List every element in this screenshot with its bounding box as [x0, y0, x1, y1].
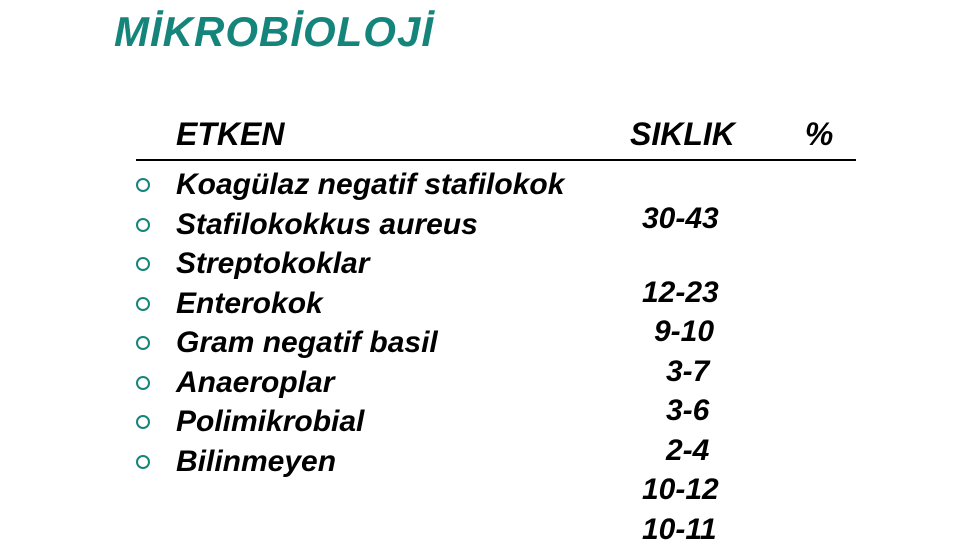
- value-cell: 2-4: [630, 432, 890, 470]
- bullet-icon: [136, 415, 150, 429]
- value-cell: 3-7: [630, 353, 890, 391]
- left-column: ETKEN Koagülaz negatif stafilokok Stafil…: [136, 116, 636, 480]
- right-header-percent: %: [805, 116, 833, 153]
- item-label: Bilinmeyen: [176, 443, 336, 481]
- bullet-icon: [136, 336, 150, 350]
- right-header-row: SIKLIK %: [630, 116, 890, 160]
- bullet-icon: [136, 376, 150, 390]
- list-item: Streptokoklar: [136, 245, 636, 283]
- list-item: Koagülaz negatif stafilokok: [136, 166, 636, 204]
- value-cell: 3-6: [630, 392, 890, 430]
- value-cell: 12-23: [630, 274, 890, 312]
- bullet-icon: [136, 257, 150, 271]
- right-header-label: SIKLIK: [630, 116, 735, 153]
- value-cell: 9-10: [630, 313, 890, 351]
- item-label: Anaeroplar: [176, 364, 334, 402]
- bullet-icon: [136, 178, 150, 192]
- value-cell: 10-12: [630, 471, 890, 509]
- item-label: Stafilokokkus aureus: [176, 206, 478, 244]
- slide: MİKROBİOLOJİ ETKEN Koagülaz negatif staf…: [0, 0, 959, 556]
- item-label: Streptokoklar: [176, 245, 369, 283]
- value-cell: 30-43: [630, 200, 890, 238]
- left-header: ETKEN: [136, 116, 284, 153]
- left-header-row: ETKEN: [136, 116, 636, 160]
- right-column: SIKLIK % 30-43 12-23 9-10 3-7 3-6 2-4 10…: [606, 116, 890, 548]
- bullet-icon: [136, 297, 150, 311]
- list-item: Bilinmeyen: [136, 443, 636, 481]
- value-cell: 10-11: [630, 511, 890, 549]
- list-item: Polimikrobial: [136, 403, 636, 441]
- bullet-icon: [136, 455, 150, 469]
- item-label: Enterokok: [176, 285, 323, 323]
- list-item: Gram negatif basil: [136, 324, 636, 362]
- item-label: Polimikrobial: [176, 403, 364, 441]
- list-item: Anaeroplar: [136, 364, 636, 402]
- list-item: Enterokok: [136, 285, 636, 323]
- slide-title: MİKROBİOLOJİ: [114, 8, 434, 56]
- item-label: Koagülaz negatif stafilokok: [176, 166, 564, 204]
- item-label: Gram negatif basil: [176, 324, 438, 362]
- bullet-icon: [136, 218, 150, 232]
- list-item: Stafilokokkus aureus: [136, 206, 636, 244]
